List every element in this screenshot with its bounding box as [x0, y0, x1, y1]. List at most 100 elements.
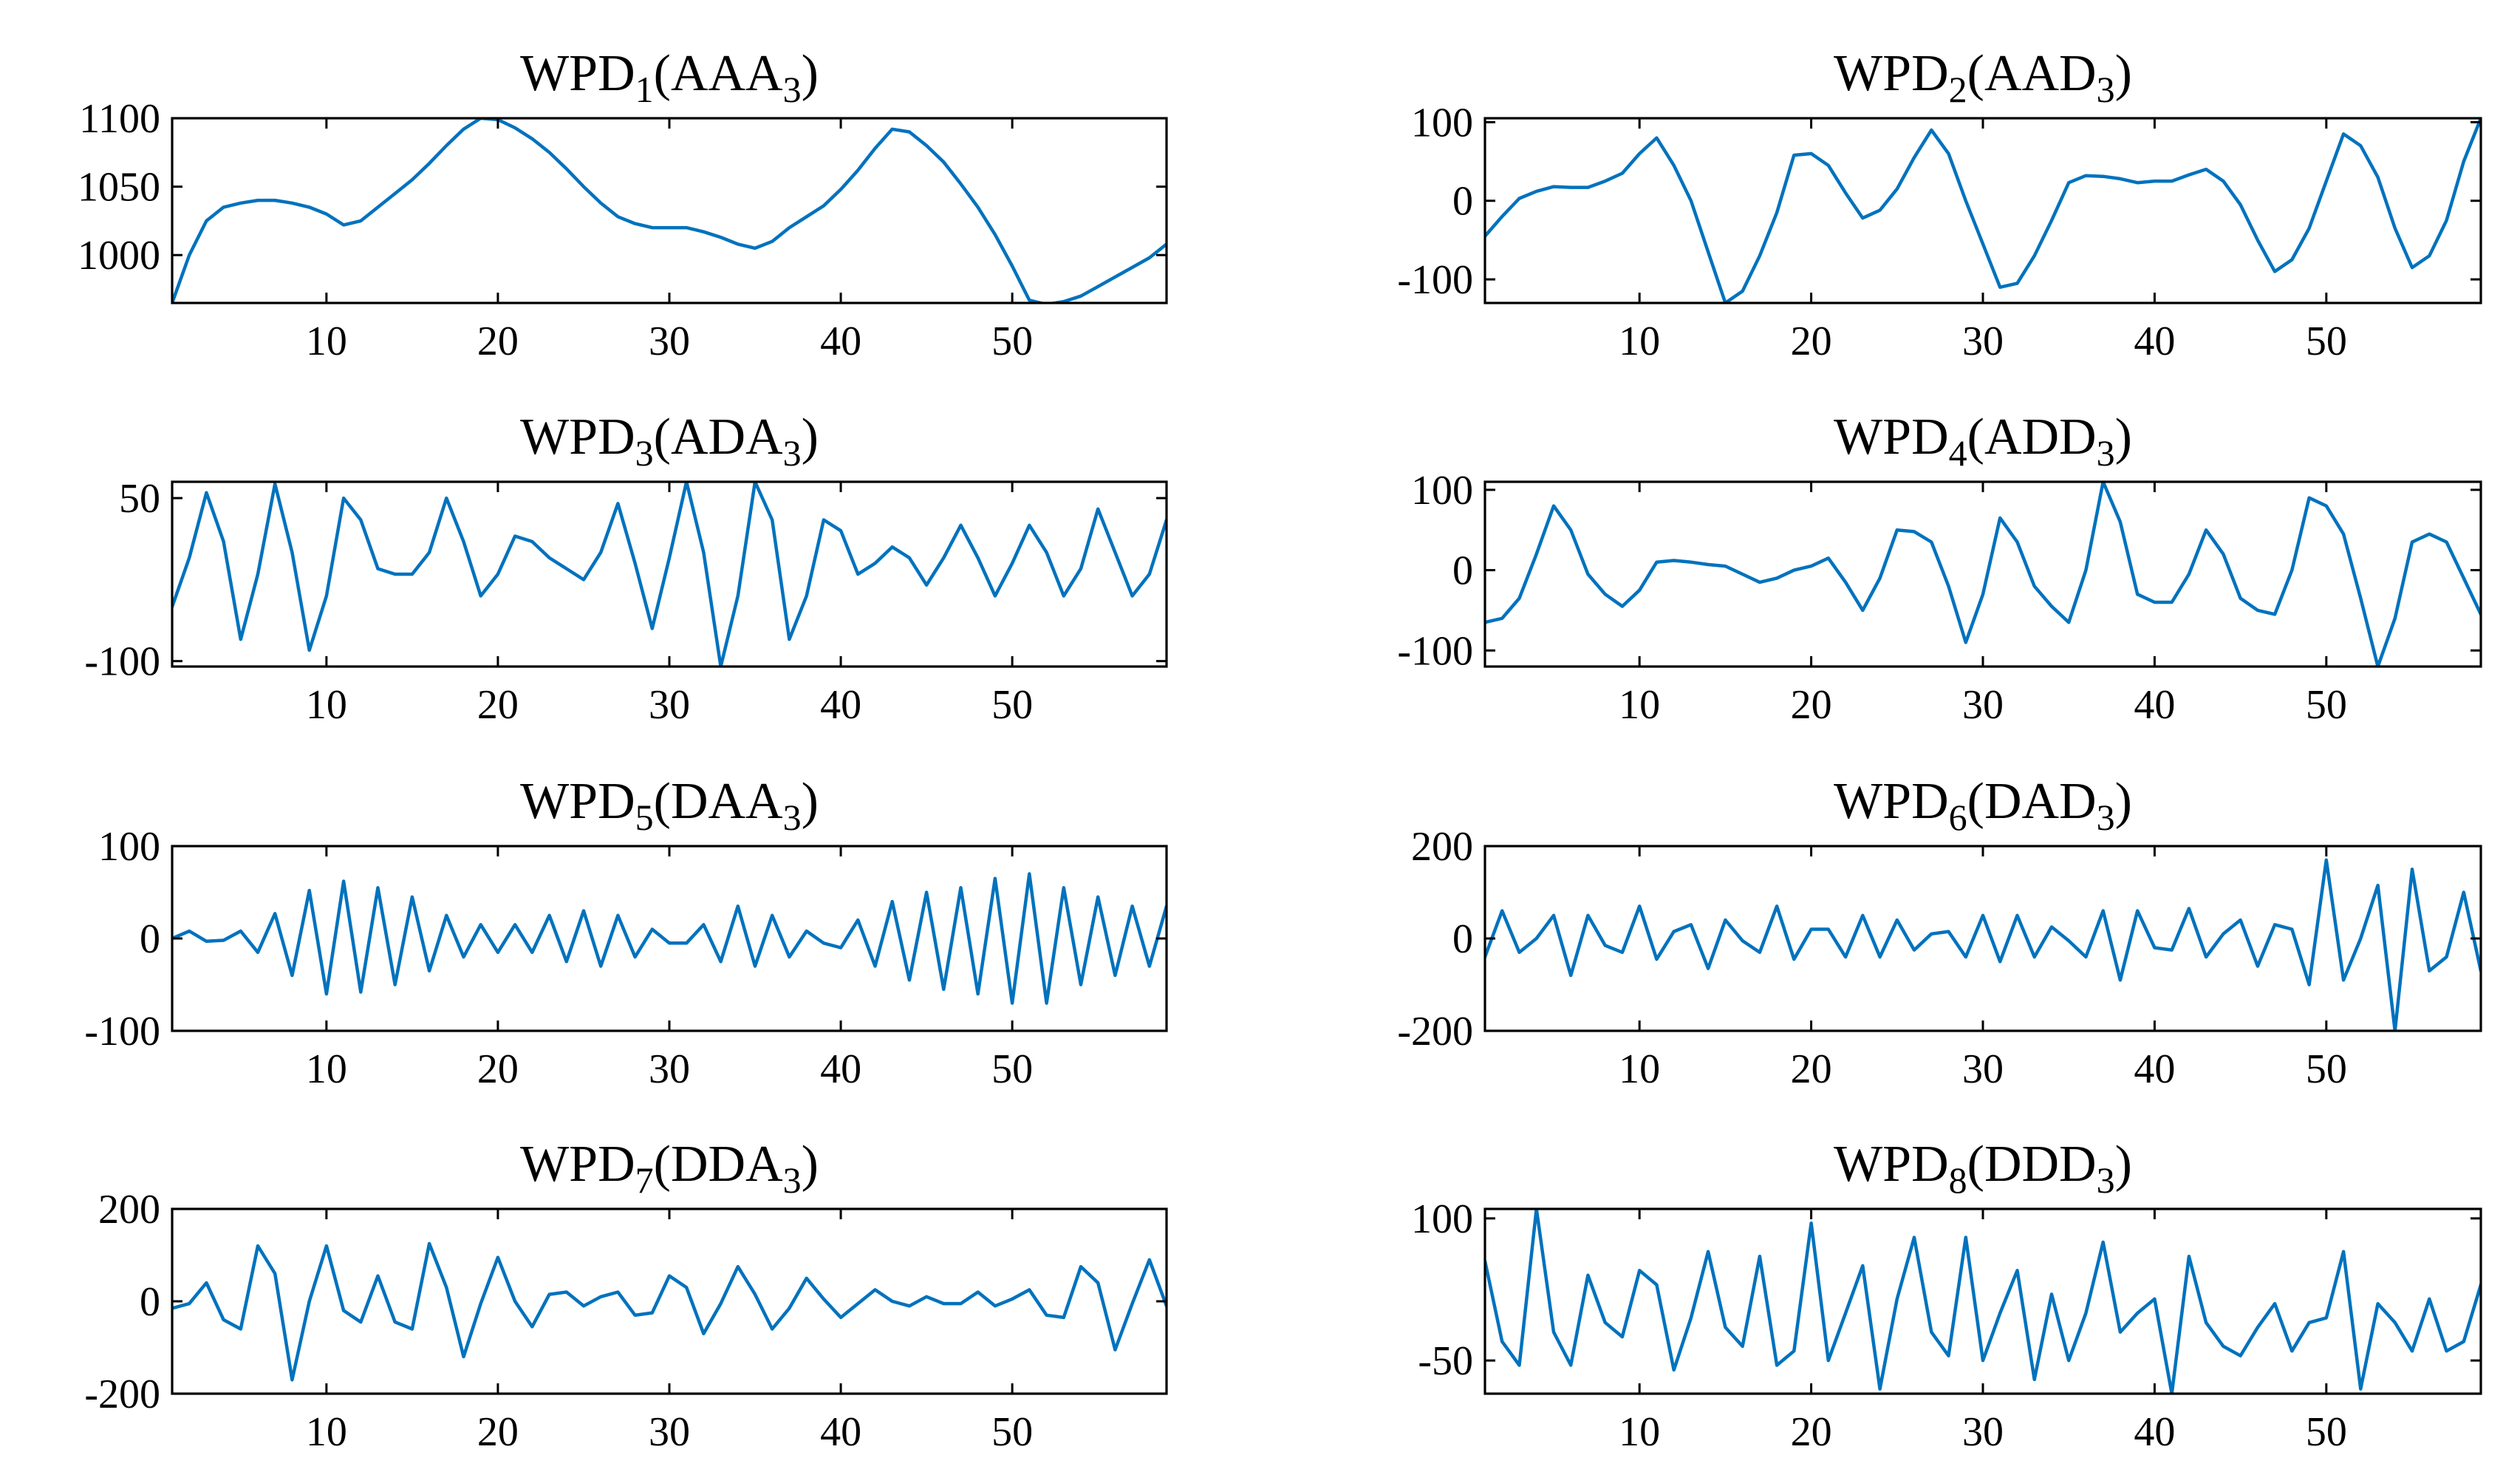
y-tick-label: 100	[98, 824, 160, 870]
title-title-sub: 1	[635, 69, 654, 110]
subplot-7: WPD7(DDA3) 10 20 30 40 50 -200 0 200	[84, 1136, 1168, 1455]
title-title: WPD	[1834, 45, 1949, 102]
x-tick-label: 20	[477, 318, 519, 364]
x-tick-label: 30	[1962, 682, 2004, 728]
x-tick-label: 40	[820, 1046, 861, 1092]
x-tick-label: 30	[649, 318, 690, 364]
data-line	[1485, 118, 2481, 303]
title-title-sub: 6	[1949, 797, 1967, 838]
title-title-sub: 4	[1949, 432, 1967, 474]
y-tick-label: -200	[84, 1372, 160, 1417]
title-title: WPD	[520, 773, 635, 830]
x-tick-label: 10	[306, 682, 347, 728]
title-title-sub: 2	[1949, 69, 1967, 110]
x-tick-label: 50	[2306, 318, 2347, 364]
title-title-close: )	[2115, 1136, 2132, 1193]
x-tick-label: 10	[1619, 1409, 1660, 1455]
x-tick-label: 50	[991, 318, 1033, 364]
title-title: WPD	[520, 45, 635, 102]
y-tick-label: 0	[1452, 548, 1473, 594]
data-line	[1485, 482, 2481, 667]
subplot-title: WPD1(AAA3)	[520, 45, 819, 110]
subplot-title: WPD6(DAD3)	[1834, 773, 2132, 838]
title-title-suffix: (DAD	[1967, 773, 2097, 830]
x-tick-label: 40	[820, 1409, 861, 1455]
title-title: WPD	[1834, 409, 1949, 466]
x-tick-label: 40	[2134, 318, 2175, 364]
x-tick-label: 20	[477, 682, 519, 728]
axes-box	[171, 1207, 1168, 1395]
x-tick-label: 50	[991, 1409, 1033, 1455]
title-title-close: )	[2115, 773, 2132, 830]
x-tick-label: 10	[1619, 318, 1660, 364]
axes-box	[1483, 480, 2482, 668]
x-tick-label: 40	[2134, 682, 2175, 728]
x-tick-label: 40	[820, 318, 861, 364]
y-tick-label: 50	[119, 476, 160, 522]
axes-box	[1483, 117, 2482, 304]
title-title-suffix-sub: 3	[783, 69, 802, 110]
data-line	[172, 482, 1167, 667]
x-tick-label: 30	[649, 682, 690, 728]
title-title-suffix-sub: 3	[2097, 432, 2115, 474]
title-title-close: )	[2115, 45, 2132, 102]
axes-box	[171, 480, 1168, 668]
y-tick-label: 1100	[79, 96, 160, 142]
title-title: WPD	[520, 409, 635, 466]
y-tick-label: -200	[1397, 1009, 1473, 1054]
title-title-sub: 3	[635, 432, 654, 474]
x-tick-label: 50	[2306, 1409, 2347, 1455]
x-tick-label: 40	[820, 682, 861, 728]
title-title-sub: 5	[635, 797, 654, 838]
x-tick-label: 10	[306, 1046, 347, 1092]
title-title-suffix-sub: 3	[783, 797, 802, 838]
x-tick-label: 10	[306, 318, 347, 364]
y-tick-label: -100	[84, 1009, 160, 1054]
subplot-2: WPD2(AAD3) 10 20 30 40 50 -100 0 100	[1397, 45, 2482, 364]
x-tick-label: 20	[1791, 1409, 1832, 1455]
x-tick-label: 30	[649, 1046, 690, 1092]
subplot-1: WPD1(AAA3) 10 20 30 40 50 1000 1050 1100	[78, 45, 1168, 364]
title-title-close: )	[2115, 409, 2132, 466]
subplot-5: WPD5(DAA3) 10 20 30 40 50 -100 0 100	[84, 773, 1168, 1092]
y-tick-label: -100	[84, 639, 160, 685]
subplot-title: WPD8(DDD3)	[1834, 1136, 2132, 1201]
y-tick-label: 100	[1411, 468, 1473, 514]
y-tick-label: 100	[1411, 100, 1473, 146]
data-line	[172, 1241, 1167, 1382]
title-title: WPD	[1834, 1136, 1949, 1193]
title-title-close: )	[802, 45, 819, 102]
data-line	[1485, 1209, 2481, 1394]
x-tick-label: 30	[1962, 318, 2004, 364]
y-tick-label: 100	[1411, 1196, 1473, 1242]
title-title-suffix-sub: 3	[2097, 69, 2115, 110]
subplot-title: WPD5(DAA3)	[520, 773, 819, 838]
title-title-suffix: (ADA	[654, 409, 783, 466]
title-title: WPD	[1834, 773, 1949, 830]
y-tick-label: 1000	[78, 233, 160, 279]
y-tick-label: 200	[98, 1187, 160, 1233]
y-tick-label: 0	[1452, 916, 1473, 962]
title-title-suffix: (DDD	[1967, 1136, 2097, 1193]
data-line	[172, 872, 1167, 1005]
title-title-suffix-sub: 3	[2097, 1159, 2115, 1201]
x-tick-label: 10	[306, 1409, 347, 1455]
x-tick-label: 20	[1791, 1046, 1832, 1092]
y-tick-label: 0	[140, 1279, 160, 1325]
axes-box	[1483, 845, 2482, 1032]
title-title-close: )	[802, 409, 819, 466]
x-tick-label: 50	[2306, 682, 2347, 728]
subplot-title: WPD3(ADA3)	[520, 409, 819, 474]
x-tick-label: 20	[477, 1409, 519, 1455]
x-tick-label: 40	[2134, 1409, 2175, 1455]
subplot-title: WPD4(ADD3)	[1834, 409, 2132, 474]
y-tick-label: 200	[1411, 824, 1473, 870]
x-tick-label: 10	[1619, 1046, 1660, 1092]
title-title-suffix: (DDA	[654, 1136, 783, 1193]
title-title-suffix: (AAA	[654, 45, 783, 102]
subplot-4: WPD4(ADD3) 10 20 30 40 50 -100 0 100	[1397, 409, 2482, 728]
x-tick-label: 30	[649, 1409, 690, 1455]
title-title-close: )	[802, 773, 819, 830]
